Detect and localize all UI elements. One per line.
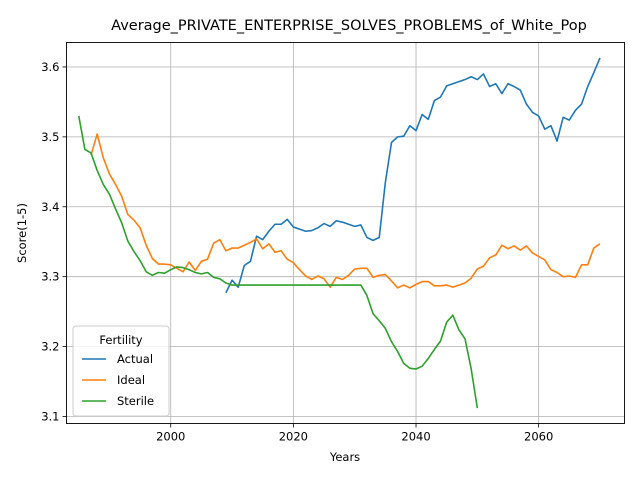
series-lines — [77, 57, 601, 409]
axis-ticks: 2000 2020 2040 2060 3.1 3.2 3.3 3.4 3.5 3.6 — [41, 60, 553, 444]
y-tick-label: 3.3 — [41, 270, 59, 284]
gridlines — [66, 42, 625, 424]
x-tick-label: 2000 — [156, 430, 185, 444]
y-axis-label: Score(1-5) — [15, 203, 29, 263]
plot-frame — [66, 42, 625, 424]
y-tick-label: 3.6 — [41, 60, 59, 74]
x-tick-label: 2060 — [524, 430, 553, 444]
series-line-actual — [225, 57, 601, 294]
y-tick-label: 3.5 — [41, 130, 59, 144]
x-axis-label: Years — [329, 450, 360, 464]
legend-box — [72, 325, 170, 417]
legend: Fertility Actual Ideal Sterile — [72, 325, 170, 417]
legend-label-sterile: Sterile — [117, 394, 154, 408]
y-tick-label: 3.1 — [41, 410, 59, 424]
y-tick-label: 3.2 — [41, 340, 59, 354]
legend-title: Fertility — [99, 333, 142, 347]
legend-label-actual: Actual — [117, 352, 153, 366]
y-tick-label: 3.4 — [41, 200, 59, 214]
x-tick-label: 2020 — [279, 430, 308, 444]
x-tick-label: 2040 — [401, 430, 430, 444]
series-line-sterile — [77, 115, 479, 409]
chart-title: Average_PRIVATE_ENTERPRISE_SOLVES_PROBLE… — [111, 18, 587, 34]
legend-label-ideal: Ideal — [117, 373, 145, 387]
